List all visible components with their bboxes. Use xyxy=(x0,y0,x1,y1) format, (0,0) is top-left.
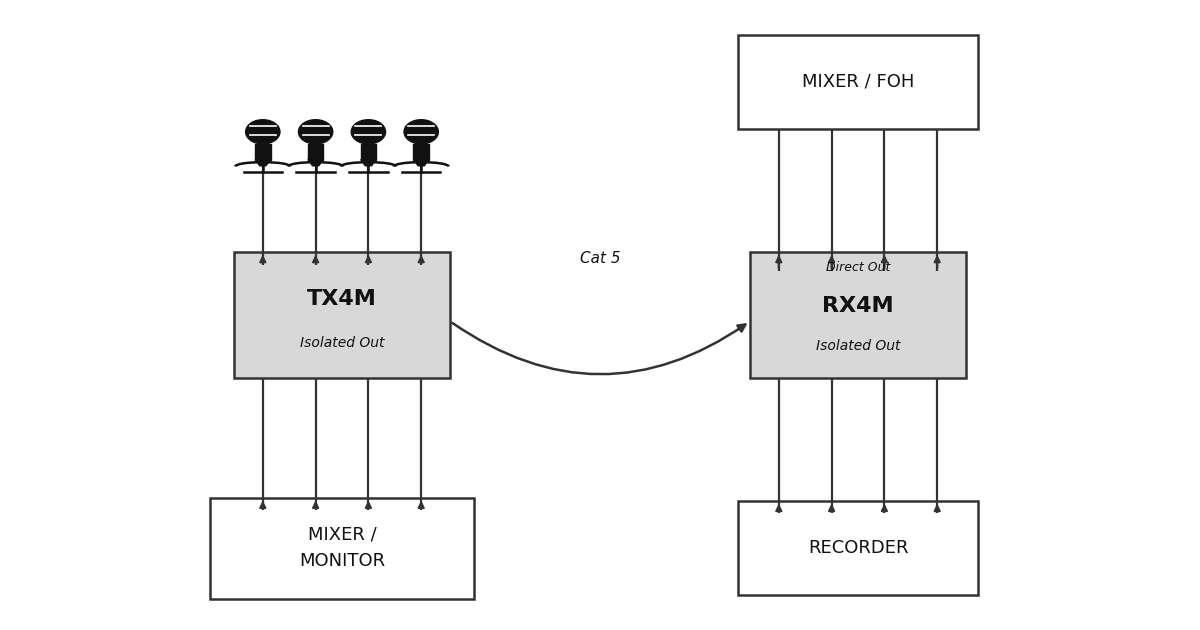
Ellipse shape xyxy=(352,120,385,144)
Bar xyxy=(750,252,966,378)
Text: TX4M: TX4M xyxy=(307,289,377,309)
Text: MIXER / FOH: MIXER / FOH xyxy=(802,73,914,91)
Bar xyxy=(738,35,978,129)
FancyArrowPatch shape xyxy=(452,323,745,374)
Bar xyxy=(308,144,323,159)
Ellipse shape xyxy=(299,120,332,144)
Bar xyxy=(234,252,450,378)
Text: Isolated Out: Isolated Out xyxy=(816,340,900,353)
Text: Direct Out: Direct Out xyxy=(826,261,890,274)
Bar xyxy=(414,144,428,159)
Text: Cat 5: Cat 5 xyxy=(580,251,620,266)
Bar xyxy=(256,144,270,159)
Bar xyxy=(210,498,474,598)
Polygon shape xyxy=(256,159,270,166)
Bar xyxy=(361,144,376,159)
Polygon shape xyxy=(361,159,376,166)
Ellipse shape xyxy=(404,120,438,144)
Text: RX4M: RX4M xyxy=(822,295,894,316)
Text: MIXER /
MONITOR: MIXER / MONITOR xyxy=(299,526,385,570)
Polygon shape xyxy=(308,159,323,166)
Bar xyxy=(738,501,978,595)
Text: RECORDER: RECORDER xyxy=(808,539,908,557)
Text: Isolated Out: Isolated Out xyxy=(300,336,384,350)
Polygon shape xyxy=(414,159,428,166)
Ellipse shape xyxy=(246,120,280,144)
